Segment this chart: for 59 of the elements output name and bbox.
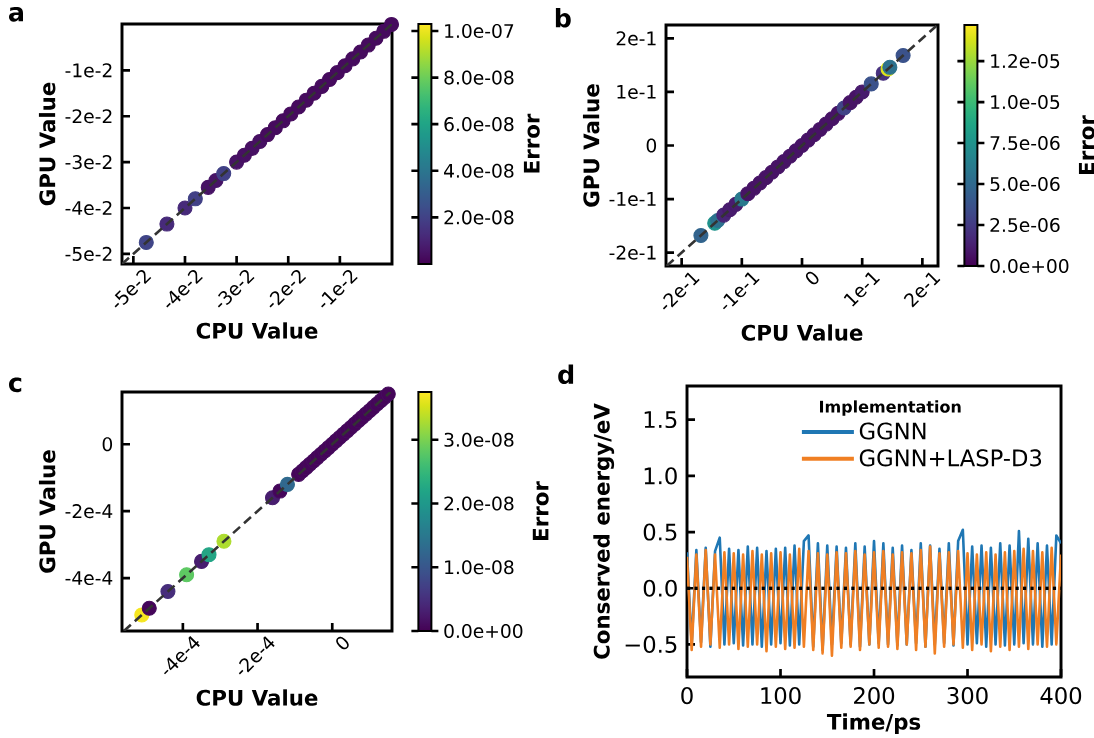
- y-tick-label: -2e-2: [65, 109, 112, 124]
- x-tick-label: 0: [805, 271, 819, 285]
- line-series: [687, 545, 1062, 657]
- chart-title: a: [9, 7, 24, 22]
- legend-title: Implementation: [820, 400, 961, 416]
- color-bar-label: 8.0e-08: [444, 70, 514, 85]
- y-tick-label: 2e-1: [616, 31, 656, 46]
- y-axis-title: GPU Value: [38, 450, 56, 573]
- color-bar-title: Error: [1078, 115, 1094, 174]
- chart-title: b: [555, 8, 571, 28]
- y-tick-label: -2e-1: [609, 245, 656, 260]
- x-axis-title: CPU Value: [196, 689, 318, 706]
- x-tick-label: 0: [336, 636, 349, 650]
- y-axis-title: GPU Value: [38, 82, 56, 206]
- color-bar-label: 1.0e-05: [991, 94, 1060, 110]
- chart-title: c: [9, 377, 22, 393]
- y-tick-label: 1.5: [644, 411, 677, 429]
- chart-title: d: [558, 364, 574, 385]
- color-bar-label: 0.0e+00: [990, 258, 1069, 274]
- color-bar-label: 0.0e+00: [444, 623, 523, 639]
- color-bar-label: 2.0e-08: [444, 496, 514, 511]
- x-tick-label: 200: [854, 687, 895, 705]
- x-axis-title: Time/ps: [826, 713, 921, 734]
- color-bar-title: Error: [523, 113, 540, 173]
- y-tick-label: -5e-2: [65, 246, 112, 261]
- x-axis-title: CPU Value: [196, 322, 318, 339]
- color-bar-label: 5.0e-06: [990, 176, 1060, 192]
- color-bar-label: 7.5e-06: [990, 135, 1060, 151]
- x-tick-label: 0: [681, 687, 693, 705]
- x-tick-label: 400: [1040, 687, 1082, 705]
- legend-label: GGNN+LASP-D3: [859, 449, 1042, 467]
- color-bar-label: 4.0e-08: [444, 163, 514, 178]
- y-tick-label: 0.0: [643, 579, 677, 597]
- color-bar-label: 2.0e-08: [444, 210, 514, 225]
- y-axis-title: Conserved energy/eV: [593, 403, 615, 659]
- x-tick-label: 300: [947, 687, 988, 705]
- y-tick-label: 0.5: [643, 523, 677, 541]
- y-tick-label: 0: [646, 138, 657, 153]
- y-tick-label: -4e-2: [65, 200, 112, 216]
- y-tick-label: 0: [102, 437, 113, 452]
- y-tick-label: -1e-2: [65, 63, 112, 78]
- y-axis-title: GPU Value: [582, 84, 600, 207]
- x-axis-title: CPU Value: [741, 324, 863, 341]
- color-bar-label: 1.0e-08: [445, 560, 514, 575]
- x-tick-label: 100: [761, 687, 801, 705]
- y-tick-label: 1e-1: [617, 85, 656, 99]
- y-tick-label: -3e-2: [65, 155, 112, 170]
- color-bar-label: 1.2e-05: [991, 53, 1060, 69]
- y-tick-label: −0.5: [625, 635, 677, 653]
- color-bar-label: 1.0e-07: [445, 23, 514, 39]
- color-bar-title: Error: [532, 481, 549, 540]
- color-bar-label: 2.5e-06: [990, 217, 1060, 233]
- color-bar-label: 6.0e-08: [444, 117, 514, 132]
- color-bar-label: 3.0e-08: [444, 432, 514, 447]
- y-tick-label: -1e-1: [609, 192, 656, 206]
- y-tick-label: -4e-4: [65, 571, 113, 586]
- y-tick-label: -2e-4: [65, 504, 113, 519]
- y-tick-label: 1.0: [644, 467, 677, 485]
- legend-label: GGNN: [859, 422, 926, 440]
